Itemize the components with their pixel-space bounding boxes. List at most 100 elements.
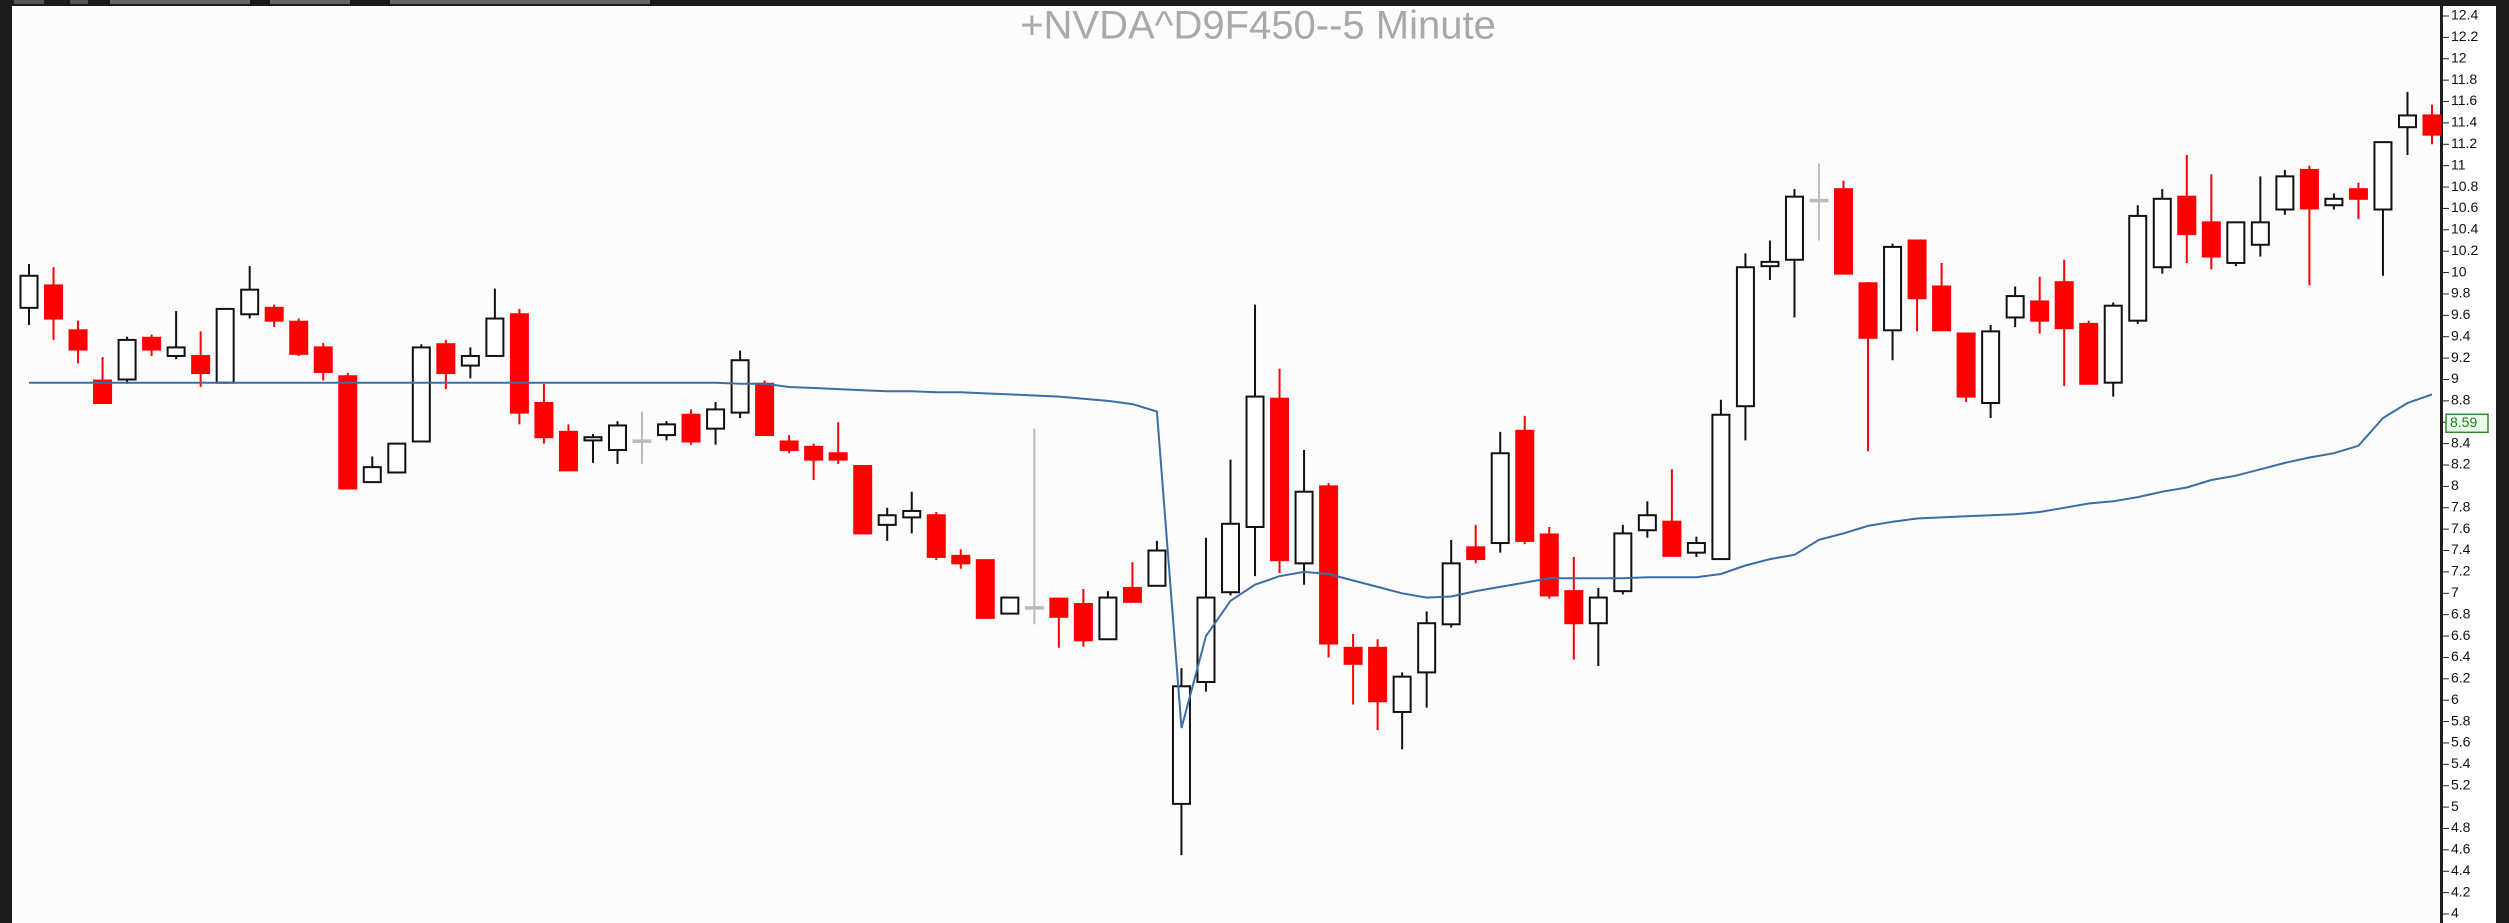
candle-body bbox=[681, 413, 701, 443]
candle-body bbox=[240, 288, 260, 316]
candle-body bbox=[2299, 168, 2319, 210]
y-tick-label: 6.4 bbox=[2451, 648, 2471, 664]
candle-body bbox=[583, 436, 603, 442]
candle-body bbox=[2103, 304, 2123, 384]
candle-body bbox=[2324, 197, 2344, 207]
toolbar-icon bbox=[110, 0, 250, 4]
candle-body bbox=[706, 408, 726, 430]
candle-body bbox=[1735, 266, 1755, 408]
candle-body bbox=[2201, 221, 2221, 258]
candle-body bbox=[828, 452, 848, 461]
y-tick-label: 11.4 bbox=[2451, 114, 2477, 130]
candle-body bbox=[68, 329, 88, 351]
candle-body bbox=[1392, 675, 1412, 713]
y-tick-label: 12.2 bbox=[2451, 28, 2478, 44]
y-tick-label: 11.2 bbox=[2451, 135, 2477, 151]
candle-body bbox=[1637, 514, 1657, 532]
candle-body bbox=[117, 338, 137, 381]
candle-body bbox=[632, 439, 652, 443]
plot-area bbox=[12, 6, 2440, 923]
candle-body bbox=[411, 346, 431, 443]
candle-body bbox=[1024, 606, 1044, 610]
candle-body bbox=[2226, 221, 2246, 264]
candle-body bbox=[2005, 295, 2025, 319]
y-tick-label: 10.8 bbox=[2451, 178, 2478, 194]
candle-body bbox=[877, 514, 897, 526]
y-tick-label: 4.8 bbox=[2451, 819, 2471, 835]
candle-body bbox=[1147, 549, 1167, 587]
candle-body bbox=[1760, 260, 1780, 268]
y-tick-label: 7.2 bbox=[2451, 563, 2471, 579]
y-tick-label: 8.4 bbox=[2451, 434, 2471, 450]
candle-body bbox=[853, 465, 873, 535]
y-tick-label: 11.8 bbox=[2451, 71, 2477, 87]
candle-body bbox=[1784, 195, 1804, 261]
y-tick-label: 6.2 bbox=[2451, 670, 2471, 686]
candle-body bbox=[2152, 197, 2172, 269]
y-tick-label: 9.4 bbox=[2451, 327, 2471, 343]
y-tick-label: 5.2 bbox=[2451, 776, 2471, 792]
y-tick-label: 12.4 bbox=[2451, 7, 2478, 23]
candle-body bbox=[289, 320, 309, 355]
candle-body bbox=[2079, 322, 2099, 385]
y-tick-label: 7.6 bbox=[2451, 520, 2471, 536]
last-value-label: 8.59 bbox=[2450, 414, 2477, 430]
moving-average bbox=[29, 381, 2433, 729]
candle-body bbox=[975, 559, 995, 619]
candle-body bbox=[951, 554, 971, 565]
candle-body bbox=[1883, 245, 1903, 332]
candle-body bbox=[460, 354, 480, 367]
candle-body bbox=[2373, 141, 2393, 211]
candle-body bbox=[1221, 522, 1240, 594]
y-tick-label: 8.2 bbox=[2451, 456, 2471, 472]
candle-body bbox=[1466, 546, 1486, 561]
candle-body bbox=[1834, 188, 1854, 275]
price-axis bbox=[2443, 6, 2496, 923]
y-tick-label: 12 bbox=[2451, 49, 2467, 65]
candle-body bbox=[166, 346, 186, 357]
candle-body bbox=[215, 307, 235, 384]
candle-body bbox=[1686, 542, 1706, 554]
candle-body bbox=[779, 440, 799, 452]
candle-body bbox=[44, 284, 64, 320]
candle-body bbox=[2275, 175, 2295, 211]
candle-body bbox=[1073, 602, 1093, 642]
candle-body bbox=[1343, 646, 1363, 665]
candle-body bbox=[1441, 562, 1461, 626]
candle-body bbox=[657, 423, 677, 437]
candle-body bbox=[1564, 590, 1584, 625]
candle-body bbox=[485, 317, 505, 357]
y-tick-label: 4 bbox=[2451, 905, 2459, 921]
toolbar bbox=[14, 0, 650, 4]
candle-body bbox=[1319, 485, 1339, 645]
candle-body bbox=[19, 274, 39, 309]
candle-body bbox=[264, 306, 284, 322]
candle-body bbox=[607, 424, 627, 452]
candle-body bbox=[730, 359, 750, 414]
y-tick-label: 6 bbox=[2451, 691, 2459, 707]
candle-body bbox=[2128, 214, 2148, 322]
candle-body bbox=[2030, 300, 2050, 322]
candle-body bbox=[1932, 285, 1952, 332]
y-tick-label: 11 bbox=[2451, 156, 2466, 172]
y-tick-label: 6.8 bbox=[2451, 605, 2471, 621]
y-tick-label: 4.6 bbox=[2451, 841, 2471, 857]
y-tick-label: 5.4 bbox=[2451, 755, 2471, 771]
y-tick-label: 5 bbox=[2451, 798, 2459, 814]
candle-body bbox=[2348, 188, 2368, 200]
candle-body bbox=[1662, 520, 1682, 557]
y-tick-label: 8 bbox=[2451, 477, 2459, 493]
candle-body bbox=[1588, 596, 1608, 625]
candle-body bbox=[902, 509, 922, 519]
y-tick-label: 7 bbox=[2451, 584, 2459, 600]
candle-body bbox=[93, 379, 113, 404]
candle-body bbox=[1981, 330, 2001, 404]
candle-body bbox=[1417, 622, 1437, 674]
candle-body bbox=[534, 401, 554, 439]
y-tick-label: 10.4 bbox=[2451, 221, 2478, 237]
chart-title: +NVDA^D9F450--5 Minute bbox=[1020, 4, 1496, 48]
candle-body bbox=[1515, 429, 1535, 542]
candle-body bbox=[2054, 281, 2074, 330]
candle-body bbox=[1956, 332, 1976, 398]
